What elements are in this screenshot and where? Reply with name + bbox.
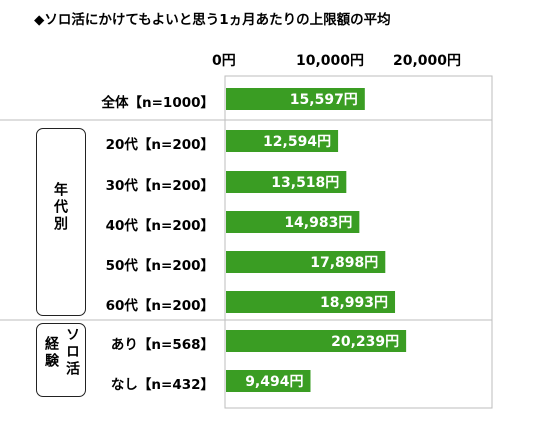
data-label: 13,518円	[271, 175, 339, 191]
group-box-age	[36, 128, 86, 316]
row-label-60s: 60代【n=200】	[105, 298, 214, 314]
bar	[226, 330, 407, 352]
bar	[226, 171, 347, 193]
bar	[226, 291, 396, 313]
x-tick-label-2: 20,000円	[393, 53, 462, 69]
data-label: 15,597円	[290, 92, 358, 108]
group-label-age: 年代別	[52, 182, 68, 233]
bar	[226, 211, 360, 233]
plot-frame	[224, 75, 493, 409]
row-label-40s: 40代【n=200】	[105, 218, 214, 234]
bar	[226, 370, 311, 392]
group-box-experience	[36, 323, 86, 397]
chart-title: ◆ソロ活にかけてもよいと思う1ヵ月あたりの上限額の平均	[34, 12, 391, 28]
data-label: 14,983円	[284, 215, 352, 231]
row-label-yes: あり【n=568】	[110, 337, 214, 353]
x-tick-label-0: 0円	[212, 53, 236, 69]
group-label-solo: ソロ活	[64, 327, 80, 378]
row-label-50s: 50代【n=200】	[105, 258, 214, 274]
row-label-30s: 30代【n=200】	[105, 178, 214, 194]
data-label: 20,239円	[331, 334, 399, 350]
row-label-total: 全体【n=1000】	[101, 95, 215, 111]
group-label-experience: 経験	[43, 336, 59, 370]
data-label: 18,993円	[320, 295, 388, 311]
data-label: 9,494円	[245, 374, 303, 390]
bar	[226, 130, 339, 152]
data-label: 12,594円	[263, 134, 331, 150]
bar	[226, 251, 386, 273]
row-label-no: なし【n=432】	[110, 377, 214, 393]
bar	[226, 88, 365, 110]
x-tick-label-1: 10,000円	[296, 53, 365, 69]
data-label: 17,898円	[310, 255, 378, 271]
row-label-20s: 20代【n=200】	[105, 137, 214, 153]
